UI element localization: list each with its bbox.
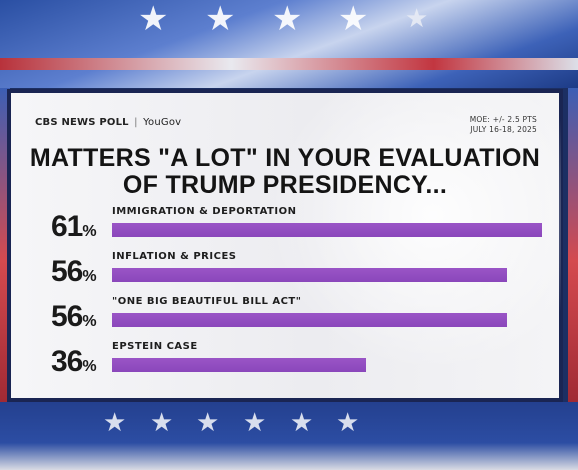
yougov-logo: YouGov	[143, 117, 182, 128]
bar	[112, 223, 542, 237]
card-highlight	[241, 93, 561, 398]
category-label: EPSTEIN CASE	[112, 341, 198, 352]
star-icon: ★	[336, 408, 360, 438]
star-icon: ★	[243, 408, 267, 438]
category-label: INFLATION & PRICES	[112, 251, 237, 262]
bar-row: 56% INFLATION & PRICES	[11, 251, 559, 291]
chart-title-line-2: OF TRUMP PRESIDENCY...	[122, 171, 448, 199]
bar-row: 36% EPSTEIN CASE	[11, 341, 559, 381]
category-label: IMMIGRATION & DEPORTATION	[112, 206, 297, 217]
margin-of-error: MOE: +/- 2.5 PTS	[469, 115, 537, 124]
poll-brand: CBS NEWS POLL | YouGov	[35, 117, 182, 128]
bar	[112, 313, 507, 327]
category-label: "ONE BIG BEAUTIFUL BILL ACT"	[112, 296, 302, 307]
bar	[112, 358, 366, 372]
value-label: 61%	[51, 210, 97, 243]
star-icon: ★	[103, 408, 127, 438]
chart-title-line-1: MATTERS "A LOT" IN YOUR EVALUATION	[29, 144, 541, 172]
star-icon: ★	[272, 0, 303, 39]
star-icon: ★	[338, 0, 369, 39]
flag-backdrop-bottom	[0, 402, 578, 470]
star-icon: ★	[405, 4, 429, 34]
value-label: 56%	[51, 255, 97, 288]
cbs-news-poll-logo: CBS NEWS POLL	[35, 117, 129, 128]
poll-card: CBS NEWS POLL | YouGov MOE: +/- 2.5 PTS …	[7, 89, 563, 402]
flag-backdrop-right	[568, 88, 578, 402]
star-icon: ★	[205, 0, 236, 39]
star-icon: ★	[138, 0, 169, 39]
star-icon: ★	[290, 408, 314, 438]
star-icon: ★	[150, 408, 174, 438]
bar-row: 61% IMMIGRATION & DEPORTATION	[11, 206, 559, 246]
chart-title: MATTERS "A LOT" IN YOUR EVALUATION OF TR…	[11, 145, 559, 199]
value-label: 36%	[51, 345, 97, 378]
flag-stripe	[0, 58, 578, 70]
star-icon: ★	[196, 408, 220, 438]
poll-meta: MOE: +/- 2.5 PTS JULY 16-18, 2025	[470, 115, 537, 135]
bar-row: 56% "ONE BIG BEAUTIFUL BILL ACT"	[11, 296, 559, 336]
flag-backdrop-left	[0, 88, 10, 402]
poll-dates: JULY 16-18, 2025	[470, 125, 537, 134]
bar	[112, 268, 507, 282]
value-label: 56%	[51, 300, 97, 333]
flag-backdrop-top	[0, 0, 578, 88]
